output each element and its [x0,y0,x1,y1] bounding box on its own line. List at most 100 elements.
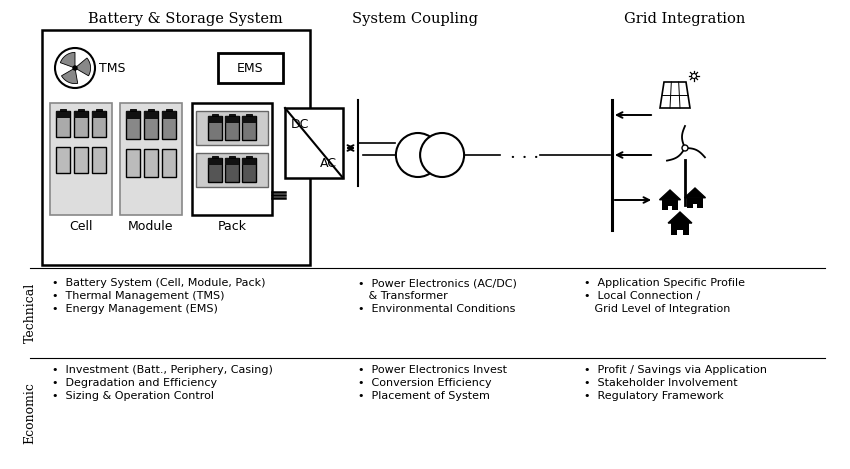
Text: Cell: Cell [69,220,93,233]
Bar [677,230,683,235]
Bar [242,116,256,123]
Text: Economic: Economic [24,383,37,445]
Text: •  Investment (Batt., Periphery, Casing): • Investment (Batt., Periphery, Casing) [52,365,273,375]
Bar [96,109,102,111]
Text: System Coupling: System Coupling [352,12,478,26]
Polygon shape [660,82,690,108]
Text: •  Application Specific Profile: • Application Specific Profile [584,278,745,288]
Text: & Transformer: & Transformer [358,291,448,301]
Bar [230,114,235,116]
Circle shape [420,133,464,177]
Text: •  Battery System (Cell, Module, Pack): • Battery System (Cell, Module, Pack) [52,278,265,288]
Text: TMS: TMS [99,61,126,75]
Bar [162,111,176,119]
Bar [225,116,239,123]
Bar [225,158,239,165]
Bar [74,111,88,118]
Bar [196,111,268,145]
Bar [74,147,88,173]
Bar [212,114,218,116]
Bar [192,103,272,215]
Bar [246,114,252,116]
Text: •  Local Connection /: • Local Connection / [584,291,700,301]
Text: DC: DC [291,118,309,131]
Bar [212,156,218,158]
Bar [208,158,222,182]
Bar [208,158,222,165]
Text: Grid Integration: Grid Integration [624,12,745,26]
Bar [667,205,672,210]
Text: •  Placement of System: • Placement of System [358,391,490,401]
Bar [144,111,158,139]
Text: . . .: . . . [510,144,539,162]
Bar [144,111,158,119]
Bar [78,109,84,111]
Bar [92,111,106,137]
Bar [126,111,140,119]
Text: •  Thermal Management (TMS): • Thermal Management (TMS) [52,291,224,301]
Text: •  Degradation and Efficiency: • Degradation and Efficiency [52,378,217,388]
Text: •  Regulatory Framework: • Regulatory Framework [584,391,723,401]
Polygon shape [684,188,705,198]
Text: •  Power Electronics Invest: • Power Electronics Invest [358,365,507,375]
Bar [196,153,268,187]
Bar [225,116,239,140]
Polygon shape [75,58,91,76]
Bar [92,147,106,173]
Bar [218,53,283,83]
Bar [230,156,235,158]
Text: Grid Level of Integration: Grid Level of Integration [584,304,730,314]
Text: •  Sizing & Operation Control: • Sizing & Operation Control [52,391,214,401]
Bar [144,149,158,177]
Text: EMS: EMS [237,61,264,75]
Bar [162,149,176,177]
Bar [242,158,256,182]
Text: •  Environmental Conditions: • Environmental Conditions [358,304,515,314]
Bar [92,111,106,118]
Bar [50,103,112,215]
Bar [74,111,88,137]
Bar [671,223,689,235]
Text: Module: Module [128,220,173,233]
Bar [120,103,182,215]
Bar [126,149,140,177]
Circle shape [682,145,688,151]
Bar [242,158,256,165]
Bar [208,116,222,140]
Polygon shape [60,53,75,68]
Bar [126,111,140,139]
Text: Battery & Storage System: Battery & Storage System [88,12,282,26]
Bar [285,108,343,178]
Text: •  Energy Management (EMS): • Energy Management (EMS) [52,304,218,314]
Text: •  Conversion Efficiency: • Conversion Efficiency [358,378,491,388]
Bar [693,204,698,208]
Bar [42,30,310,265]
Text: AC: AC [320,157,337,170]
Polygon shape [660,190,681,200]
Text: •  Power Electronics (AC/DC): • Power Electronics (AC/DC) [358,278,517,288]
Text: Technical: Technical [24,283,37,343]
Polygon shape [668,212,692,223]
Bar [662,200,678,210]
Bar [60,109,65,111]
Bar [148,109,154,111]
Bar [130,109,136,111]
Bar [225,158,239,182]
Bar [167,109,172,111]
Bar [687,198,703,208]
Text: •  Stakeholder Involvement: • Stakeholder Involvement [584,378,738,388]
Circle shape [692,74,696,78]
Circle shape [55,48,95,88]
Circle shape [73,66,77,70]
Bar [56,147,70,173]
Bar [56,111,70,118]
Polygon shape [61,68,77,83]
Bar [162,111,176,139]
Text: •  Profit / Savings via Application: • Profit / Savings via Application [584,365,767,375]
Bar [246,156,252,158]
Bar [208,116,222,123]
Text: Pack: Pack [218,220,246,233]
Bar [56,111,70,137]
Bar [242,116,256,140]
Circle shape [396,133,440,177]
